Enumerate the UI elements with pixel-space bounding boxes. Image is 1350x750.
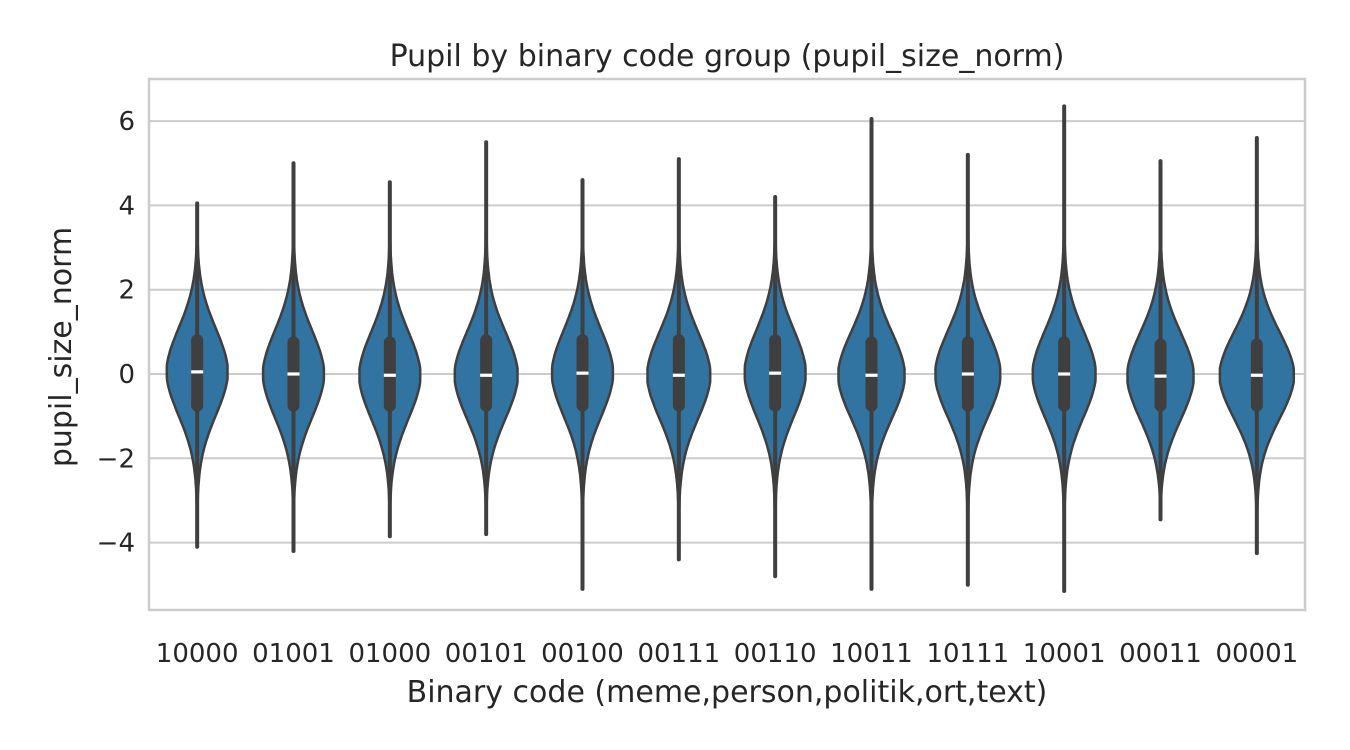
y-tick-label: −2 bbox=[97, 444, 135, 474]
violin-median bbox=[383, 373, 396, 377]
x-tick-label: 00001 bbox=[1215, 639, 1298, 669]
x-tick-label: 10011 bbox=[830, 639, 913, 669]
x-tick-label: 00100 bbox=[541, 639, 624, 669]
violin-median bbox=[576, 371, 589, 375]
x-tick-label: 10111 bbox=[926, 639, 1009, 669]
violin-median bbox=[287, 372, 300, 376]
x-tick-label: 00111 bbox=[637, 639, 720, 669]
violin-median bbox=[865, 373, 878, 377]
violin-median bbox=[1154, 374, 1167, 378]
violin-median bbox=[1250, 373, 1263, 377]
y-tick-label: 4 bbox=[118, 191, 135, 221]
violin-median bbox=[480, 373, 493, 377]
x-tick-label: 00011 bbox=[1119, 639, 1202, 669]
chart-title: Pupil by binary code group (pupil_size_n… bbox=[390, 39, 1065, 74]
violins bbox=[165, 104, 1296, 594]
x-tick-label: 01000 bbox=[348, 639, 431, 669]
y-tick-label: 2 bbox=[118, 276, 135, 306]
x-axis-label: Binary code (meme,person,politik,ort,tex… bbox=[407, 675, 1048, 710]
x-tick-label: 00110 bbox=[734, 639, 817, 669]
x-tick-labels: 10000 01001 01000 00101 00100 00111 00110 10011… bbox=[156, 639, 1298, 669]
x-tick-label: 00101 bbox=[445, 639, 528, 669]
violin-median bbox=[769, 371, 782, 375]
y-tick-label: 6 bbox=[118, 107, 135, 137]
violin-median bbox=[961, 372, 974, 376]
y-tick-label: 0 bbox=[118, 360, 135, 390]
x-tick-label: 10000 bbox=[156, 639, 239, 669]
violin-median bbox=[191, 370, 204, 374]
y-axis-label: pupil_size_norm bbox=[44, 227, 79, 467]
y-tick-labels: 6 4 2 0 −2 −4 bbox=[97, 107, 135, 558]
x-tick-label: 10001 bbox=[1023, 639, 1106, 669]
violin-median bbox=[1058, 372, 1071, 376]
plot-frame bbox=[147, 77, 1307, 612]
y-tick-label: −4 bbox=[97, 529, 135, 559]
gridlines bbox=[149, 120, 1305, 544]
x-tick-label: 01001 bbox=[252, 639, 335, 669]
violin-median bbox=[672, 373, 685, 377]
